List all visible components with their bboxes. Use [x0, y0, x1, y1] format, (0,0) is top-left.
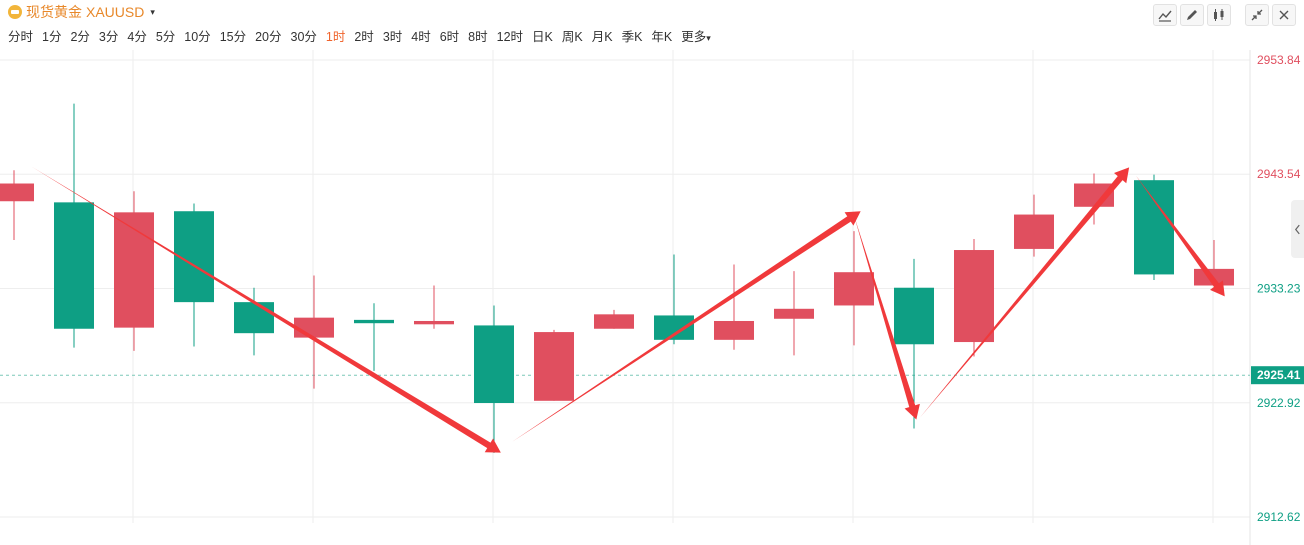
close-icon: [1279, 10, 1289, 20]
period-tab[interactable]: 季K: [621, 30, 643, 44]
period-tab[interactable]: 30分: [290, 30, 317, 44]
candle-style-button[interactable]: [1207, 4, 1231, 26]
period-tab[interactable]: 3时: [382, 30, 403, 44]
trend-arrow-head: [844, 211, 861, 226]
candle-body: [714, 320, 754, 340]
gold-bar-icon: [8, 5, 22, 19]
last-price-label: 2925.41: [1257, 368, 1301, 382]
period-tab[interactable]: 12时: [496, 30, 524, 44]
price-axis-label: 2933.23: [1257, 282, 1301, 296]
candle-body: [774, 308, 814, 319]
trend-arrow-head: [1114, 167, 1130, 184]
period-tab[interactable]: 1分: [42, 30, 62, 44]
line-tool-button[interactable]: [1153, 4, 1177, 26]
trend-arrow: [32, 166, 496, 452]
price-axis-label: 2912.62: [1257, 510, 1301, 524]
period-tab[interactable]: 4分: [127, 30, 147, 44]
chevron-down-icon: ▾: [150, 6, 155, 17]
candle-body: [534, 332, 574, 401]
period-tab[interactable]: 年K: [651, 30, 673, 44]
candle-body: [894, 287, 934, 345]
trend-arrow: [512, 212, 856, 442]
symbol-selector[interactable]: 现货黄金 XAUUSD ▾: [8, 2, 155, 22]
price-axis-label: 2943.54: [1257, 167, 1301, 181]
candle-body: [1134, 180, 1174, 275]
period-tab[interactable]: 3分: [98, 30, 119, 44]
candle-body: [294, 317, 334, 338]
period-tabs: 分时 1分 2分 3分 4分 5分 10分 15分 20分 30分 1时 2时 3时 4时 6时 8时 12时日…: [8, 26, 720, 44]
chart-header: 现货黄金 XAUUSD ▾ 分时 1分 2分 3分 4分 5分 10分 15分 20分 30分 1时…: [0, 0, 1304, 52]
period-tab[interactable]: 4时: [411, 30, 431, 44]
candle-body: [0, 183, 34, 202]
trend-arrow: [854, 215, 918, 413]
trend-arrow-head: [904, 403, 920, 420]
trend-arrow-head: [484, 438, 501, 453]
chevron-left-icon: [1294, 224, 1300, 234]
candle-body: [594, 314, 634, 329]
period-tab[interactable]: 月K: [591, 30, 613, 44]
candle-body: [414, 320, 454, 325]
line-tool-icon: [1158, 10, 1172, 22]
period-tab[interactable]: 15分: [219, 30, 247, 44]
period-tab[interactable]: 2时: [354, 30, 374, 44]
period-tab[interactable]: 日K: [532, 30, 553, 44]
trend-arrow: [920, 171, 1127, 418]
candle-body: [114, 212, 154, 328]
period-tab[interactable]: 8时: [468, 30, 488, 44]
period-tab[interactable]: 5分: [155, 30, 176, 44]
period-tab[interactable]: 20分: [255, 30, 282, 44]
candle-style-icon: [1214, 9, 1224, 21]
candle-body: [354, 319, 394, 324]
candle-body: [54, 202, 94, 329]
candle-body: [954, 250, 994, 343]
draw-button[interactable]: [1180, 4, 1204, 26]
period-tab[interactable]: 周K: [561, 30, 583, 44]
collapse-button[interactable]: [1245, 4, 1269, 26]
period-tab[interactable]: 更多▾: [681, 30, 711, 44]
pencil-icon: [1187, 10, 1197, 20]
candle-body: [474, 325, 514, 404]
period-tab[interactable]: 1时: [325, 30, 346, 44]
chart-toolbar: [1153, 4, 1296, 26]
chevron-down-icon: ▾: [706, 33, 711, 43]
period-tab[interactable]: 2分: [70, 30, 90, 44]
price-axis-label: 2953.84: [1257, 53, 1301, 67]
last-price-badge: [1251, 366, 1304, 385]
period-tab[interactable]: 10分: [184, 30, 211, 44]
side-panel-toggle[interactable]: [1291, 200, 1304, 258]
trend-arrow-head: [1210, 280, 1225, 297]
close-button[interactable]: [1272, 4, 1296, 26]
candle-body: [1014, 214, 1054, 249]
candle-body: [234, 302, 274, 334]
symbol-name: 现货黄金: [26, 4, 82, 20]
period-tab[interactable]: 6时: [439, 30, 460, 44]
candle-body: [834, 272, 874, 306]
trend-arrow: [1136, 175, 1223, 292]
symbol-code: XAUUSD: [86, 4, 145, 20]
collapse-icon: [1251, 9, 1263, 21]
price-axis-label: 2922.92: [1257, 396, 1301, 410]
period-tab[interactable]: 分时: [8, 30, 34, 44]
